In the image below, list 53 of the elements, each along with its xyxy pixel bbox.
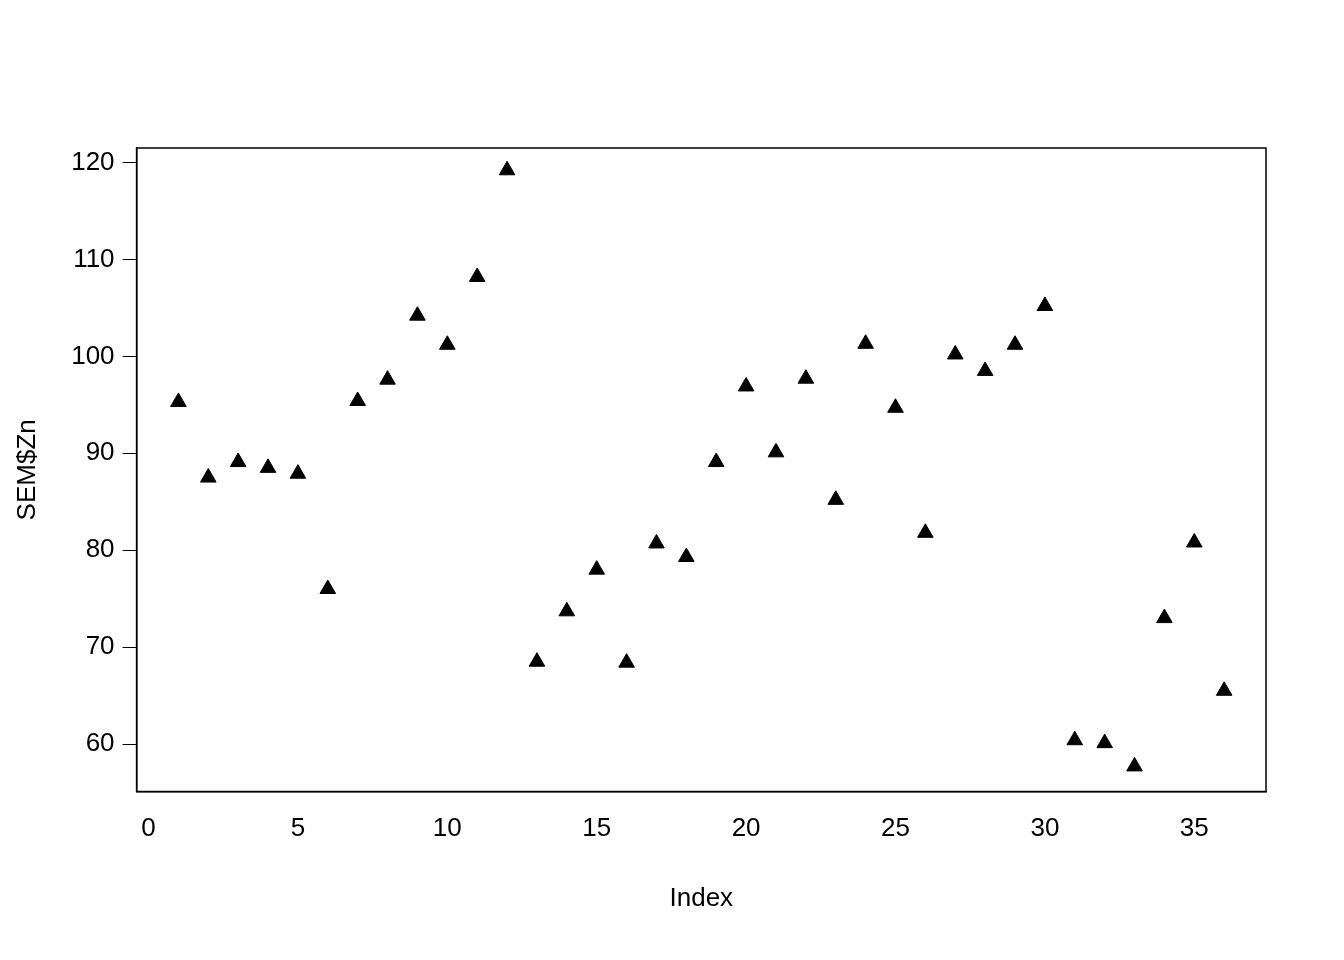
point xyxy=(289,464,307,479)
point xyxy=(1066,730,1084,746)
point xyxy=(558,601,576,617)
y-axis-title: SEM$Zn xyxy=(10,419,41,521)
point xyxy=(229,452,247,468)
y-tick-label: 80 xyxy=(85,533,115,564)
point xyxy=(1096,733,1113,749)
x-tick-label: 15 xyxy=(582,812,612,843)
point xyxy=(319,579,337,595)
point xyxy=(797,369,815,384)
y-tick-label: 120 xyxy=(71,145,115,176)
point xyxy=(678,547,695,563)
point xyxy=(946,344,964,360)
point xyxy=(409,306,426,321)
point xyxy=(1036,296,1054,311)
x-tick-label: 10 xyxy=(432,812,462,843)
y-tick-label: 60 xyxy=(85,727,115,758)
point xyxy=(648,533,665,549)
y-tick-label: 100 xyxy=(71,339,115,370)
point xyxy=(259,458,277,473)
point xyxy=(737,376,755,392)
y-tick-label: 90 xyxy=(85,436,115,467)
point xyxy=(349,391,366,406)
x-tick-label: 25 xyxy=(881,812,910,843)
point xyxy=(707,452,725,468)
point xyxy=(887,398,904,413)
point xyxy=(976,361,994,376)
x-tick-label: 0 xyxy=(141,812,156,843)
y-tick-label: 110 xyxy=(73,242,115,273)
point xyxy=(1126,756,1143,772)
point xyxy=(468,267,486,282)
point xyxy=(827,490,845,505)
point xyxy=(917,523,934,538)
point xyxy=(1006,335,1024,350)
point xyxy=(618,653,635,668)
point xyxy=(528,652,546,667)
point xyxy=(498,160,516,176)
point xyxy=(200,468,217,483)
x-tick-label: 30 xyxy=(1030,812,1060,843)
point xyxy=(1156,608,1173,624)
x-tick-label: 35 xyxy=(1179,812,1209,843)
point xyxy=(857,334,874,349)
point xyxy=(767,442,785,458)
point xyxy=(439,335,456,350)
point xyxy=(588,560,606,575)
point xyxy=(1215,681,1233,696)
x-tick-label: 20 xyxy=(731,812,761,843)
y-tick-label: 70 xyxy=(85,630,115,661)
point xyxy=(379,370,396,385)
point xyxy=(1186,533,1203,548)
point xyxy=(170,392,187,407)
x-tick-label: 5 xyxy=(290,812,306,843)
x-axis-title: Index xyxy=(669,881,734,912)
